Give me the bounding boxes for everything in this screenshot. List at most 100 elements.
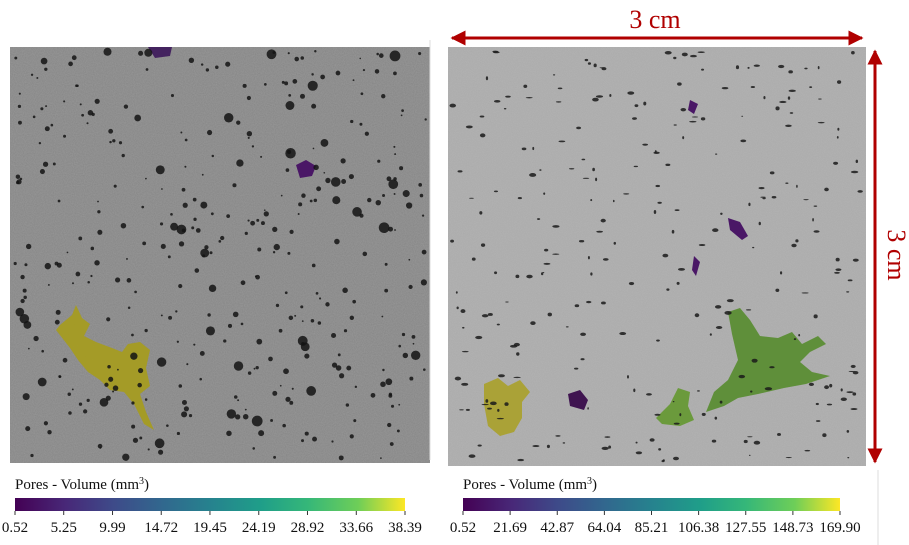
pore-dot bbox=[540, 272, 544, 276]
pore-dot bbox=[812, 217, 814, 222]
pore-dot bbox=[294, 56, 300, 62]
pore-dot bbox=[613, 241, 616, 245]
pore-dot bbox=[335, 365, 342, 371]
pore-dot bbox=[272, 226, 278, 232]
pore-dot bbox=[384, 288, 389, 293]
pore-dot bbox=[826, 403, 833, 406]
pore-dot bbox=[380, 457, 382, 459]
pore-dot bbox=[411, 334, 416, 339]
pore-dot bbox=[762, 197, 766, 200]
pore-dot bbox=[318, 297, 322, 300]
pore-dot bbox=[590, 199, 593, 202]
pore-dot bbox=[205, 68, 210, 72]
pore-dot bbox=[465, 125, 473, 129]
pore-dot bbox=[555, 101, 562, 103]
pore-dot bbox=[672, 400, 675, 403]
pore-dot bbox=[43, 421, 49, 426]
pore-dot bbox=[112, 139, 116, 143]
pore-dot bbox=[68, 61, 73, 67]
pore-dot bbox=[260, 155, 263, 158]
pore-dot bbox=[665, 163, 671, 167]
pore-dot bbox=[493, 100, 501, 103]
colorbar bbox=[463, 498, 840, 511]
pore-dot bbox=[115, 277, 121, 283]
pore-dot bbox=[332, 196, 341, 205]
pore-dot bbox=[314, 50, 317, 53]
pore-dot bbox=[552, 225, 560, 228]
pore-dot bbox=[496, 323, 500, 326]
pore-dot bbox=[266, 49, 277, 60]
pore-dot bbox=[346, 365, 352, 371]
pore-dot bbox=[236, 120, 241, 125]
pore-dot bbox=[186, 363, 189, 366]
scale-label-horizontal: 3 cm bbox=[629, 5, 680, 34]
pore-dot bbox=[532, 146, 535, 151]
pore-dot bbox=[771, 196, 777, 199]
scale-label-vertical: 3 cm bbox=[882, 229, 909, 280]
pore-dot bbox=[836, 136, 839, 139]
pore-dot bbox=[112, 385, 119, 391]
pore-dot bbox=[835, 268, 842, 271]
pore-dot bbox=[33, 335, 39, 342]
pore-dot bbox=[547, 312, 553, 317]
pore-dot bbox=[576, 126, 582, 130]
pore-dot bbox=[817, 65, 820, 70]
colorbar-tick-label: 9.99 bbox=[99, 520, 125, 536]
pore-dot bbox=[341, 179, 347, 184]
pore-dot bbox=[313, 164, 319, 171]
pore-dot bbox=[714, 416, 718, 420]
pore-dot bbox=[388, 393, 393, 398]
pore-dot bbox=[339, 373, 345, 379]
pore-dot bbox=[376, 52, 379, 56]
pore-dot bbox=[384, 262, 388, 266]
pore-dot bbox=[335, 70, 341, 76]
pore-dot bbox=[315, 291, 319, 295]
pore-dot bbox=[205, 326, 215, 336]
pore-dot bbox=[246, 95, 251, 101]
pore-dot bbox=[68, 411, 72, 415]
pore-dot bbox=[158, 449, 164, 455]
pore-dot bbox=[167, 255, 171, 259]
pore-dot bbox=[850, 364, 856, 369]
pore-dot bbox=[460, 309, 466, 313]
colorbar-title: Pores - Volume (mm3) bbox=[15, 476, 149, 494]
pore-dot bbox=[312, 147, 315, 150]
pore-dot bbox=[105, 395, 111, 401]
pore-dot bbox=[398, 344, 402, 348]
pore-dot bbox=[714, 305, 722, 309]
pore-dot bbox=[401, 332, 406, 337]
pore-dot bbox=[462, 326, 465, 329]
pore-dot bbox=[492, 50, 499, 53]
pore-dot bbox=[789, 112, 794, 114]
pore-dot bbox=[421, 249, 427, 255]
pore-dot bbox=[289, 400, 294, 405]
pore-dot bbox=[562, 442, 566, 444]
pore-dot bbox=[386, 176, 392, 182]
pore-dot bbox=[666, 288, 670, 291]
pore-dot bbox=[515, 274, 520, 279]
colorbar-tick-label: 64.04 bbox=[588, 520, 622, 536]
pore-dot bbox=[546, 444, 550, 449]
pore-dot bbox=[18, 92, 21, 95]
pore-dot bbox=[202, 254, 206, 258]
pore-dot bbox=[299, 93, 305, 99]
pore-dot bbox=[420, 279, 427, 286]
pore-dot bbox=[258, 430, 265, 437]
pore-dot bbox=[285, 147, 296, 159]
pore-dot bbox=[587, 255, 590, 260]
pore-dot bbox=[195, 228, 201, 233]
pore-dot bbox=[311, 73, 314, 76]
colorbar-tick-label: 21.69 bbox=[493, 520, 527, 536]
pore-dot bbox=[530, 321, 536, 326]
pore-dot bbox=[697, 51, 705, 54]
pore-dot bbox=[323, 171, 326, 174]
pore-dot bbox=[112, 390, 115, 393]
pore-dot bbox=[795, 239, 799, 243]
pore-dot bbox=[487, 407, 492, 410]
pore-dot bbox=[672, 456, 679, 461]
pore-dot bbox=[54, 319, 60, 325]
pore-dot bbox=[118, 141, 123, 145]
pore-dot bbox=[504, 402, 509, 406]
pore-dot bbox=[283, 368, 289, 375]
pore-dot bbox=[529, 173, 537, 177]
